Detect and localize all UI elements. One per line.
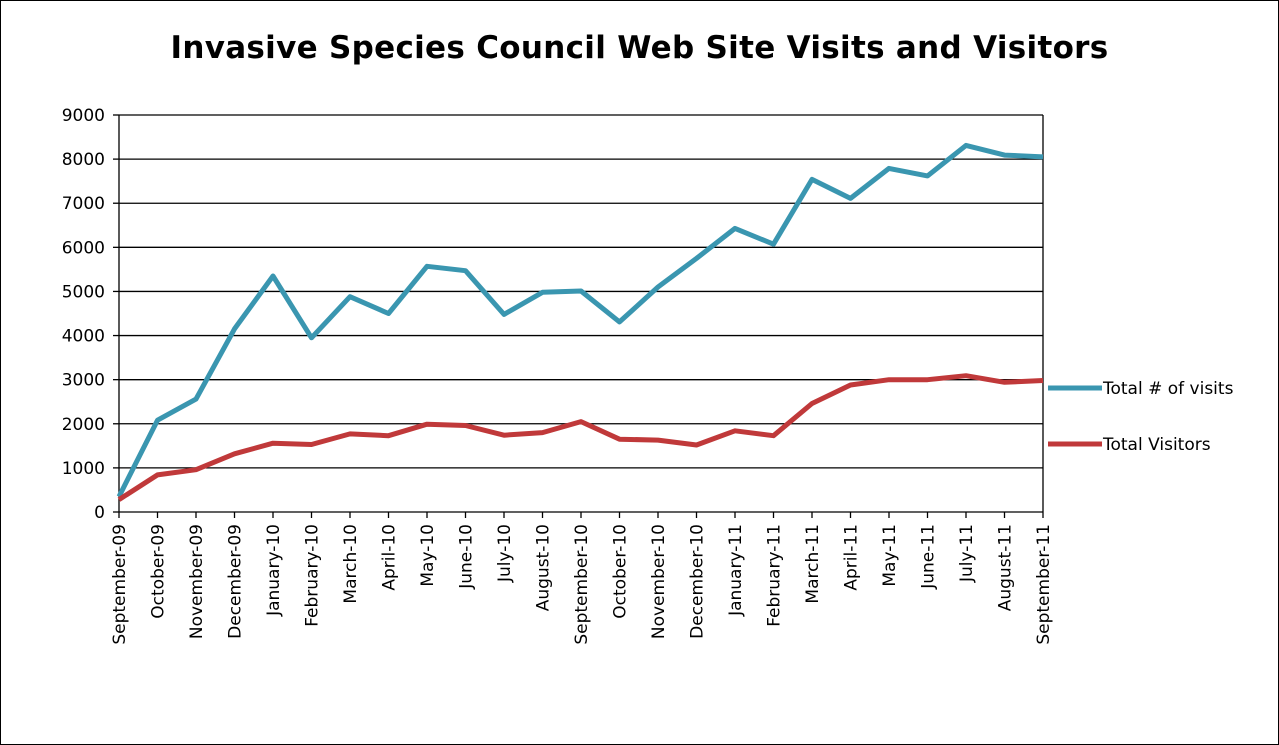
x-tick-label: June-10 xyxy=(457,524,477,590)
y-tick-label: 5000 xyxy=(62,282,105,302)
y-tick-label: 7000 xyxy=(62,194,105,214)
gridlines xyxy=(119,114,1043,469)
x-tick-label: October-10 xyxy=(611,524,631,619)
x-axis-ticks: September-09 October-09 November-09 Decembe… xyxy=(110,512,1054,645)
x-tick-label: November-09 xyxy=(187,524,207,639)
x-tick-label: October-09 xyxy=(149,524,169,619)
x-tick-label: August-11 xyxy=(996,524,1016,611)
y-tick-label: 3000 xyxy=(62,371,105,391)
y-tick-label: 2000 xyxy=(62,415,105,435)
x-tick-label: January-11 xyxy=(726,524,746,617)
x-tick-label: December-10 xyxy=(688,524,708,639)
x-tick-label: December-09 xyxy=(226,524,246,639)
x-tick-label: January-10 xyxy=(264,524,284,617)
series-lines xyxy=(116,142,1044,502)
x-tick-label: September-09 xyxy=(110,524,130,645)
x-tick-label: February-10 xyxy=(303,524,323,627)
y-tick-label: 9000 xyxy=(62,106,105,126)
x-tick-label: September-10 xyxy=(572,524,592,645)
x-tick-label: September-11 xyxy=(1034,524,1054,645)
x-tick-label: February-11 xyxy=(765,524,785,627)
y-tick-label: 8000 xyxy=(62,150,105,170)
y-axis-ticks: 0 1000 2000 3000 4000 5000 6000 7000 8000 9000 xyxy=(62,106,119,523)
x-tick-label: June-11 xyxy=(919,524,939,590)
series-line-1 xyxy=(116,142,1044,498)
chart-title: Invasive Species Council Web Site Visits… xyxy=(170,30,1109,66)
y-tick-label: 1000 xyxy=(62,459,105,479)
x-tick-label: March-10 xyxy=(341,524,361,604)
x-tick-label: May-10 xyxy=(418,524,438,587)
legend-label: Total Visitors xyxy=(1102,435,1211,455)
y-tick-label: 4000 xyxy=(62,327,105,347)
series-line-2 xyxy=(117,373,1044,502)
x-tick-label: May-11 xyxy=(880,524,900,587)
x-tick-label: July-10 xyxy=(495,524,515,583)
x-tick-label: August-10 xyxy=(534,524,554,611)
x-tick-label: April-11 xyxy=(842,524,862,591)
y-tick-label: 6000 xyxy=(62,238,105,258)
legend: Total # of visits Total Visitors xyxy=(1048,379,1234,455)
x-tick-label: March-11 xyxy=(803,524,823,604)
axes xyxy=(118,115,1044,513)
x-tick-label: November-10 xyxy=(649,524,669,639)
x-tick-label: July-11 xyxy=(957,524,977,583)
x-tick-label: April-10 xyxy=(380,524,400,591)
legend-label: Total # of visits xyxy=(1102,379,1234,399)
y-tick-label: 0 xyxy=(94,503,105,523)
